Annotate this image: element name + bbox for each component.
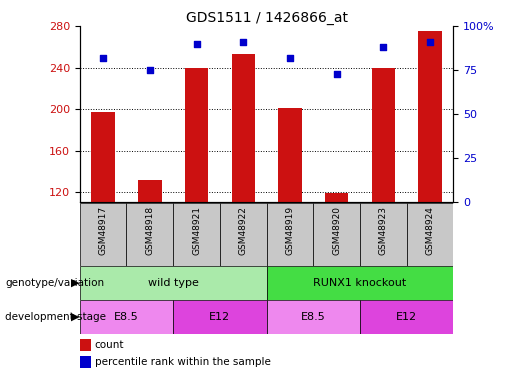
- Point: [99, 55, 107, 61]
- Text: E8.5: E8.5: [114, 312, 139, 322]
- Bar: [371, 68, 395, 203]
- Text: percentile rank within the sample: percentile rank within the sample: [95, 357, 271, 367]
- Text: GSM48921: GSM48921: [192, 206, 201, 255]
- Text: ▶: ▶: [71, 312, 79, 322]
- Bar: [267, 202, 313, 266]
- Text: GSM48919: GSM48919: [285, 206, 295, 255]
- Text: GSM48917: GSM48917: [99, 206, 108, 255]
- Text: E12: E12: [209, 312, 230, 322]
- Bar: [360, 300, 453, 334]
- Bar: [127, 202, 173, 266]
- Text: E8.5: E8.5: [301, 312, 325, 322]
- Bar: [267, 266, 453, 300]
- Point: [193, 41, 201, 47]
- Point: [426, 39, 434, 45]
- Bar: [173, 202, 220, 266]
- Bar: [360, 202, 406, 266]
- Bar: [80, 339, 91, 351]
- Text: E12: E12: [396, 312, 417, 322]
- Text: GSM48920: GSM48920: [332, 206, 341, 255]
- Bar: [406, 202, 453, 266]
- Text: development stage: development stage: [5, 312, 106, 322]
- Text: genotype/variation: genotype/variation: [5, 278, 104, 288]
- Bar: [80, 300, 173, 334]
- Bar: [80, 266, 267, 300]
- Bar: [313, 202, 360, 266]
- Bar: [80, 356, 91, 368]
- Point: [379, 44, 387, 50]
- Text: GSM48918: GSM48918: [145, 206, 154, 255]
- Point: [332, 71, 340, 77]
- Text: GSM48922: GSM48922: [238, 206, 248, 255]
- Text: GSM48923: GSM48923: [379, 206, 388, 255]
- Text: GSM48924: GSM48924: [425, 206, 434, 255]
- Bar: [173, 300, 267, 334]
- Bar: [418, 32, 441, 202]
- Bar: [80, 202, 127, 266]
- Bar: [232, 54, 255, 202]
- Point: [239, 39, 247, 45]
- Text: count: count: [95, 340, 124, 350]
- Bar: [220, 202, 267, 266]
- Bar: [185, 68, 208, 203]
- Text: RUNX1 knockout: RUNX1 knockout: [313, 278, 406, 288]
- Bar: [267, 300, 360, 334]
- Point: [286, 55, 294, 61]
- Text: ▶: ▶: [71, 278, 79, 288]
- Bar: [92, 112, 115, 202]
- Point: [146, 68, 154, 74]
- Title: GDS1511 / 1426866_at: GDS1511 / 1426866_at: [185, 11, 348, 25]
- Text: wild type: wild type: [148, 278, 199, 288]
- Bar: [138, 180, 162, 203]
- Bar: [278, 108, 301, 202]
- Bar: [325, 193, 348, 202]
